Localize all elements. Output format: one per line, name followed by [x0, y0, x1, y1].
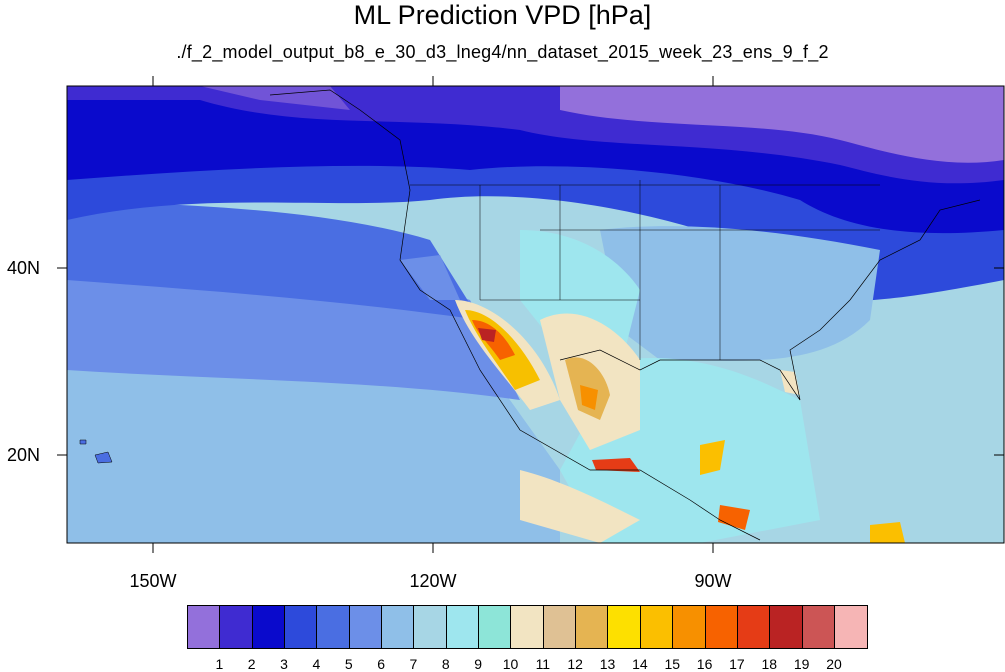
lon-label-150w: 150W	[129, 571, 177, 591]
lat-label-40n: 40N	[6, 258, 40, 278]
na-coastline	[269, 89, 981, 541]
colorbar-tick-label: 14	[632, 656, 648, 672]
colorbar-swatch	[802, 606, 835, 648]
vpd-central-am-hot-1	[700, 440, 725, 475]
colorbar-tick-label: 13	[599, 656, 616, 672]
colorbar-swatch	[770, 606, 803, 648]
colorbar-swatch	[608, 606, 641, 648]
colorbar-swatch	[446, 606, 480, 648]
colorbar-tick-label: 15	[664, 656, 681, 672]
vpd-mex-hot	[580, 385, 598, 410]
colorbar-swatch	[543, 606, 577, 648]
vpd-band-4	[67, 200, 480, 320]
lon-label-120w: 120W	[409, 571, 457, 591]
map-subtitle: ./f_2_model_output_b8_e_30_d3_lneg4/nn_d…	[176, 42, 829, 62]
vpd-mex-strip	[592, 458, 640, 472]
colorbar	[187, 605, 869, 649]
us-borders	[410, 180, 880, 360]
colorbar-swatch	[576, 606, 609, 648]
colorbar-tick-label: 1	[215, 656, 224, 672]
colorbar-tick-label: 11	[535, 656, 551, 672]
colorbar-tick-label: 19	[793, 656, 810, 672]
colorbar-swatch	[673, 606, 706, 648]
colorbar-swatch	[349, 606, 383, 648]
axis-ticks	[57, 76, 1004, 553]
colorbar-swatch	[737, 606, 771, 648]
colorbar-tick-label: 17	[729, 656, 745, 672]
colorbar-tick-label: 18	[761, 656, 778, 672]
colorbar-swatch	[834, 606, 868, 648]
colorbar-tick-label: 7	[409, 656, 418, 672]
colorbar-swatch	[479, 606, 512, 648]
colorbar-tick-label: 6	[377, 656, 385, 672]
vpd-band-min	[560, 86, 1004, 163]
lon-label-90w: 90W	[694, 571, 732, 591]
colorbar-tick-label: 2	[247, 656, 256, 672]
hawaii-islands	[79, 439, 113, 464]
vpd-us-east	[600, 226, 880, 361]
colorbar-swatch	[317, 606, 350, 648]
colorbar-tick-label: 8	[441, 656, 450, 672]
lat-label-20n: 20N	[6, 445, 40, 465]
colorbar-swatch	[188, 606, 221, 648]
colorbar-swatch	[511, 606, 544, 648]
colorbar-swatch	[640, 606, 674, 648]
colorbar-tick-label: 20	[826, 656, 842, 672]
vpd-central-am-hot-2	[718, 505, 750, 530]
colorbar-tick-label: 3	[280, 656, 288, 672]
vpd-baja-max	[478, 328, 496, 342]
vpd-alaska-band	[200, 86, 350, 110]
vpd-caribbean-hot	[870, 522, 905, 543]
colorbar-swatch	[414, 606, 447, 648]
colorbar-tick-label: 12	[567, 656, 583, 672]
vpd-field	[67, 86, 1004, 543]
colorbar-tick-label: 5	[344, 656, 353, 672]
colorbar-swatch	[252, 606, 286, 648]
colorbar-tick-label: 4	[312, 656, 321, 672]
colorbar-swatch	[382, 606, 415, 648]
vpd-coast-dry	[400, 255, 460, 300]
colorbar-tick-label: 16	[696, 656, 713, 672]
vpd-mex-south	[520, 470, 640, 543]
colorbar-swatch	[220, 606, 253, 648]
map-title: ML Prediction VPD [hPa]	[353, 0, 652, 30]
plot-frame	[66, 85, 1005, 544]
colorbar-swatch	[285, 606, 318, 648]
colorbar-tick-label: 10	[502, 656, 519, 672]
colorbar-swatch	[705, 606, 738, 648]
colorbar-tick-label: 9	[474, 656, 483, 672]
